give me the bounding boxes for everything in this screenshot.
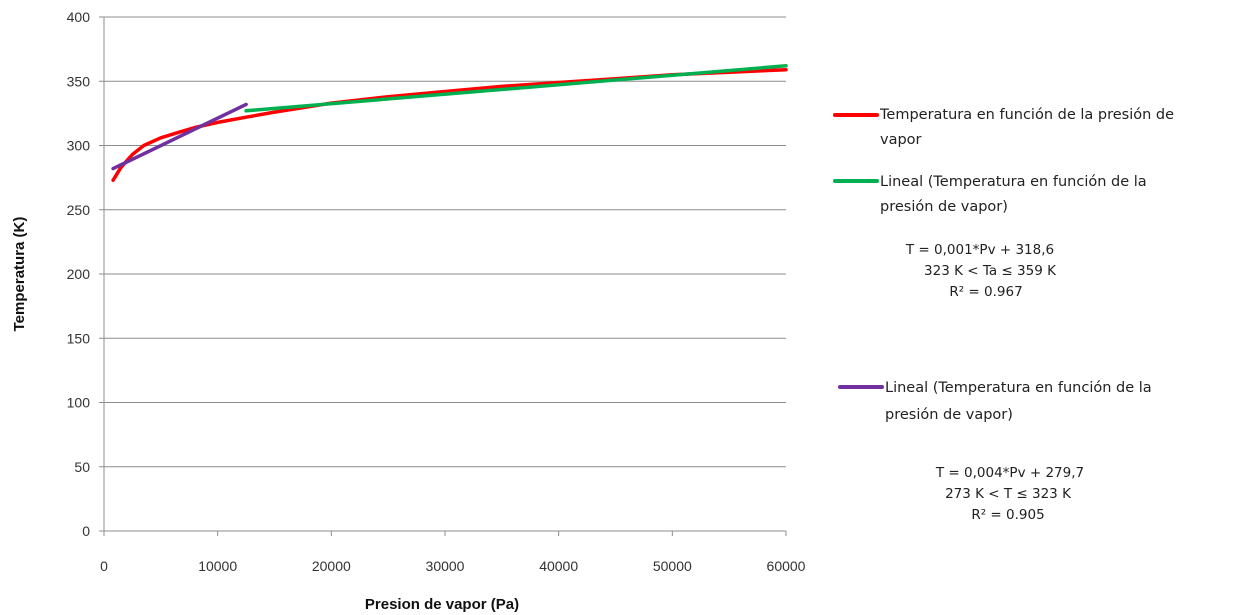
legend-label-linear-purple-2: presión de vapor) <box>885 407 1013 423</box>
equation-green-fit: T = 0,001*Pv + 318,6 323 K < Ta ≤ 359 K … <box>905 240 1056 303</box>
x-tick-labels: 0 10000 20000 30000 40000 50000 60000 <box>100 558 806 574</box>
y-tick-label: 400 <box>67 9 91 25</box>
legend-label-linear-green-1: Lineal (Temperatura en función de la <box>880 174 1147 190</box>
legend-swatch-green <box>833 179 879 183</box>
equation-green-formula: T = 0,001*Pv + 318,6 <box>905 242 1055 258</box>
legend-label-linear-green-2: presión de vapor) <box>880 199 1008 215</box>
legend-swatch-red <box>833 113 879 117</box>
series-line-linear-green <box>244 64 788 113</box>
equation-purple-fit: T = 0,004*Pv + 279,7 273 K < T ≤ 323 K R… <box>935 463 1085 526</box>
y-tick-labels: 0 50 100 150 200 250 300 350 400 <box>67 9 91 539</box>
equation-purple-range: 273 K < T ≤ 323 K <box>945 486 1071 502</box>
y-tick-label: 0 <box>82 523 90 539</box>
y-tick-label: 300 <box>67 138 91 154</box>
legend-label-temperature-1: Temperatura en función de la presión de <box>880 107 1175 123</box>
x-tick-label: 50000 <box>653 558 692 574</box>
y-axis-title: Temperatura (K) <box>11 217 28 332</box>
x-tick-label: 0 <box>100 558 108 574</box>
x-tick-label: 40000 <box>539 558 578 574</box>
legend-label-linear-purple-1: Lineal (Temperatura en función de la <box>885 380 1152 396</box>
y-tick-label: 100 <box>67 395 91 411</box>
equation-purple-formula: T = 0,004*Pv + 279,7 <box>935 465 1085 481</box>
equation-green-range: 323 K < Ta ≤ 359 K <box>924 263 1056 279</box>
x-tick-label: 60000 <box>767 558 806 574</box>
series-lines <box>111 64 788 182</box>
legend-label-temperature-2: vapor <box>880 132 922 148</box>
series-line-temperature <box>111 67 788 182</box>
gridlines <box>104 16 786 468</box>
equation-purple-r2: R² = 0.905 <box>971 507 1045 523</box>
y-tick-label: 150 <box>67 330 91 346</box>
equation-green-r2: R² = 0.967 <box>949 284 1023 300</box>
x-tick-label: 30000 <box>426 558 465 574</box>
series-line-linear-purple <box>111 102 248 171</box>
y-tick-label: 350 <box>67 73 91 89</box>
y-tick-label: 200 <box>67 266 91 282</box>
x-axis-title: Presion de vapor (Pa) <box>365 596 519 613</box>
legend-swatch-purple <box>838 385 884 389</box>
y-tick-label: 50 <box>74 459 90 475</box>
x-tick-label: 10000 <box>198 558 237 574</box>
x-tick-label: 20000 <box>312 558 351 574</box>
axes <box>99 16 787 536</box>
y-tick-label: 250 <box>67 202 91 218</box>
